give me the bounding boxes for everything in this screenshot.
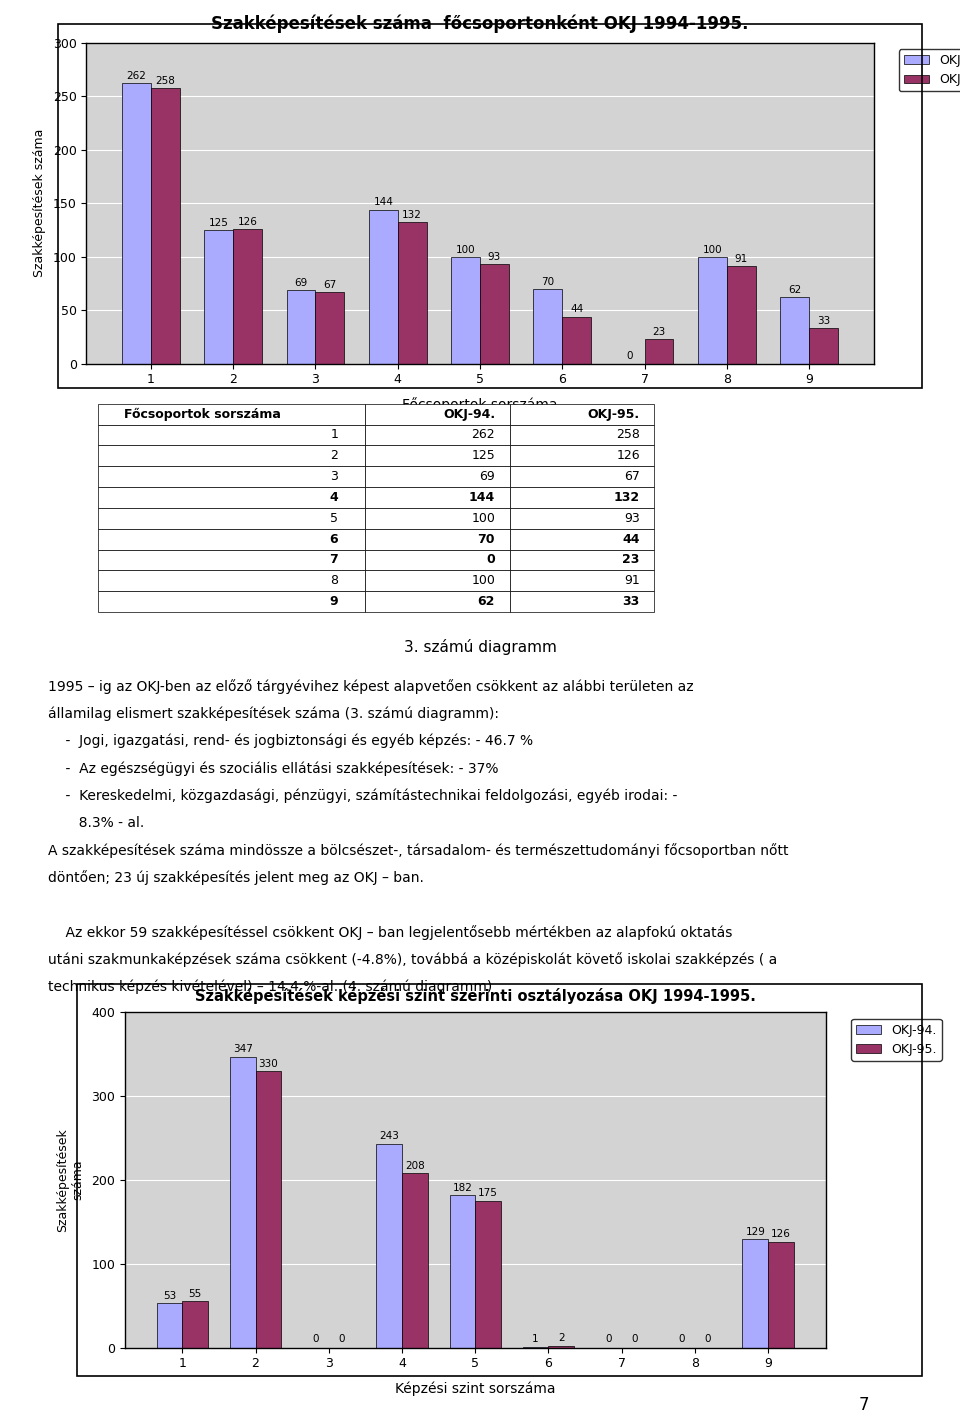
Text: 7: 7: [859, 1396, 869, 1415]
Bar: [563, 317, 591, 364]
Text: 55: 55: [188, 1289, 202, 1299]
Text: 2: 2: [558, 1333, 564, 1343]
Text: 62: 62: [788, 285, 802, 295]
Bar: [397, 222, 426, 364]
Text: 67: 67: [324, 279, 337, 289]
Text: -  Jogi, igazgatási, rend- és jogbiztonsági és egyéb képzés: - 46.7 %: - Jogi, igazgatási, rend- és jogbiztonsá…: [48, 734, 533, 749]
Text: -  Kereskedelmi, közgazdasági, pénzügyi, számítástechnikai feldolgozási, egyéb i: - Kereskedelmi, közgazdasági, pénzügyi, …: [48, 789, 678, 803]
Legend: OKJ-94., OKJ-95.: OKJ-94., OKJ-95.: [899, 48, 960, 91]
Text: 262: 262: [127, 71, 147, 81]
Text: 1: 1: [532, 1335, 539, 1345]
Text: 70: 70: [541, 277, 555, 287]
Text: 23: 23: [652, 327, 665, 337]
Text: utáni szakmunkaképzések száma csökkent (-4.8%), továbbá a középiskolát követő is: utáni szakmunkaképzések száma csökkent (…: [48, 953, 778, 967]
Text: A szakképesítések száma mindössze a bölcsészet-, társadalom- és természettudomán: A szakképesítések száma mindössze a bölc…: [48, 843, 788, 858]
Text: 330: 330: [258, 1058, 278, 1068]
Bar: [475, 1201, 501, 1348]
Bar: [480, 264, 509, 364]
Title: Szakképesítések képzési szint szerinti osztályozása OKJ 1994-1995.: Szakképesítések képzési szint szerinti o…: [195, 988, 756, 1004]
Bar: [316, 292, 345, 364]
Text: 126: 126: [238, 217, 257, 227]
Bar: [287, 289, 316, 364]
Text: 347: 347: [232, 1044, 252, 1054]
Y-axis label: Szakképesítések
száma: Szakképesítések száma: [57, 1128, 84, 1232]
Text: 125: 125: [209, 218, 228, 228]
Text: 100: 100: [703, 244, 722, 255]
Text: technikus képzés kivételével) – 14.4 %-al. (4. számú diagramm): technikus képzés kivételével) – 14.4 %-a…: [48, 980, 492, 994]
Text: 144: 144: [373, 197, 394, 207]
Bar: [229, 1057, 255, 1348]
Bar: [698, 257, 727, 364]
Text: 93: 93: [488, 252, 501, 262]
Bar: [402, 1174, 427, 1348]
Text: 91: 91: [734, 254, 748, 264]
Text: 0: 0: [606, 1335, 612, 1345]
Bar: [451, 257, 480, 364]
Bar: [644, 339, 673, 364]
Text: 0: 0: [705, 1335, 711, 1345]
Bar: [548, 1346, 574, 1348]
Y-axis label: Szakképesítések száma: Szakképesítések száma: [33, 128, 46, 278]
Text: 126: 126: [771, 1229, 791, 1239]
Text: 8.3% - al.: 8.3% - al.: [48, 816, 144, 830]
X-axis label: Főcsoportok sorszáma: Főcsoportok sorszáma: [402, 398, 558, 412]
Title: Szakképesítések száma  főcsoportonként OKJ 1994-1995.: Szakképesítések száma főcsoportonként OK…: [211, 14, 749, 33]
Text: 175: 175: [478, 1188, 498, 1198]
Text: 208: 208: [405, 1161, 424, 1171]
Text: 3. számú diagramm: 3. számú diagramm: [403, 639, 557, 655]
Bar: [255, 1071, 281, 1348]
Bar: [780, 298, 809, 364]
Bar: [727, 267, 756, 364]
Text: 100: 100: [456, 244, 475, 255]
Bar: [742, 1239, 768, 1348]
X-axis label: Képzési szint sorszáma: Képzési szint sorszáma: [395, 1382, 556, 1396]
Bar: [369, 210, 397, 364]
Bar: [809, 328, 838, 364]
Text: 182: 182: [452, 1182, 472, 1192]
Text: 69: 69: [295, 278, 308, 288]
Bar: [534, 289, 563, 364]
Text: 129: 129: [745, 1226, 765, 1236]
Text: 0: 0: [313, 1335, 319, 1345]
Text: 0: 0: [627, 351, 634, 362]
Bar: [182, 1302, 208, 1348]
Text: 0: 0: [679, 1335, 685, 1345]
Text: 0: 0: [632, 1335, 637, 1345]
Bar: [768, 1242, 794, 1348]
Bar: [449, 1195, 475, 1348]
Text: 1995 – ig az OKJ-ben az előző tárgyévihez képest alapvetően csökkent az alábbi t: 1995 – ig az OKJ-ben az előző tárgyévihe…: [48, 679, 694, 694]
Text: -  Az egészségügyi és szociális ellátási szakképesítések: - 37%: - Az egészségügyi és szociális ellátási …: [48, 761, 498, 776]
Bar: [122, 83, 151, 364]
Text: 44: 44: [570, 304, 584, 315]
Text: Az ekkor 59 szakképesítéssel csökkent OKJ – ban legjelentősebb mértékben az alap: Az ekkor 59 szakképesítéssel csökkent OK…: [48, 925, 732, 940]
Text: 53: 53: [163, 1291, 176, 1301]
Text: 132: 132: [402, 210, 422, 221]
Bar: [204, 230, 233, 364]
Text: döntően; 23 új szakképesítés jelent meg az OKJ – ban.: döntően; 23 új szakképesítés jelent meg …: [48, 870, 424, 886]
Legend: OKJ-94., OKJ-95.: OKJ-94., OKJ-95.: [852, 1018, 942, 1061]
Bar: [376, 1144, 402, 1348]
Bar: [156, 1303, 182, 1348]
Text: 243: 243: [379, 1131, 399, 1141]
Text: 258: 258: [156, 76, 176, 86]
Text: 0: 0: [338, 1335, 345, 1345]
Bar: [233, 230, 262, 364]
Text: államilag elismert szakképesítések száma (3. számú diagramm):: államilag elismert szakképesítések száma…: [48, 707, 499, 722]
Text: 33: 33: [817, 317, 830, 327]
Bar: [151, 88, 180, 364]
